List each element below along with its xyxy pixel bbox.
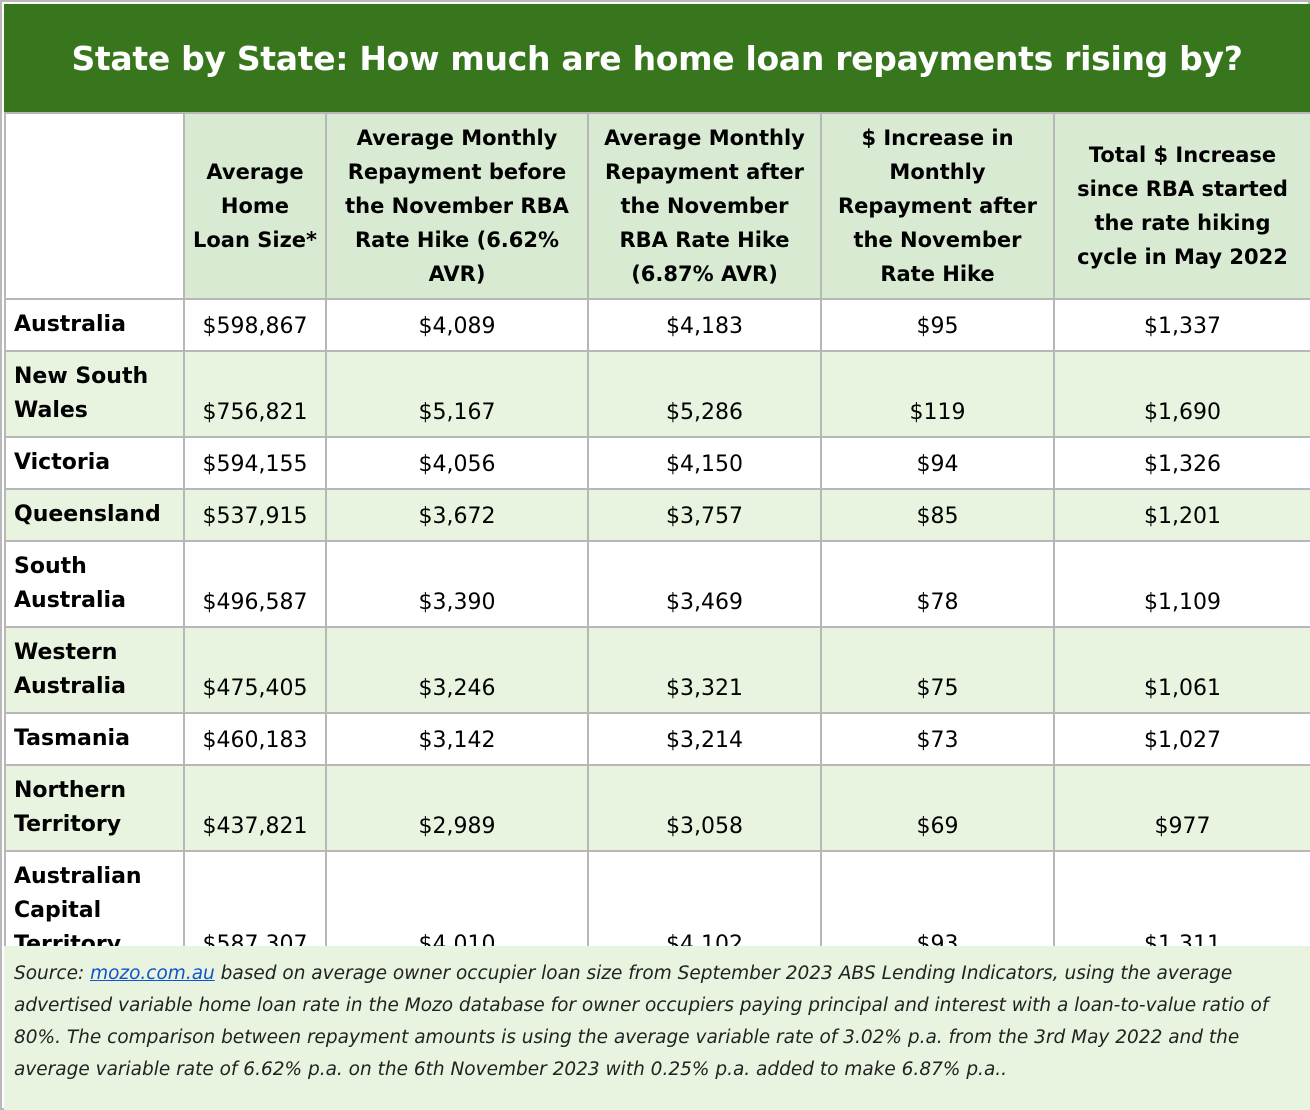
source-text: based on average owner occupier loan siz… — [14, 963, 1269, 1080]
loan-size-cell: $496,587 — [183, 540, 327, 628]
title-bar: State by State: How much are home loan r… — [4, 4, 1310, 112]
repayment-before-cell: $4,089 — [325, 298, 589, 352]
repayment-before-cell: $4,056 — [325, 436, 589, 490]
header-cell-monthly-increase: $ Increase in Monthly Repayment after th… — [820, 112, 1055, 300]
state-cell: New South Wales — [4, 350, 185, 438]
state-cell: Northern Territory — [4, 764, 185, 852]
table-row: Western Australia $475,405 $3,246 $3,321… — [4, 626, 1310, 714]
source-link[interactable]: mozo.com.au — [90, 963, 215, 984]
source-prefix: Source: — [14, 963, 91, 984]
total-increase-cell: $1,109 — [1053, 540, 1310, 628]
repayment-after-cell: $3,058 — [587, 764, 822, 852]
table-row: Victoria $594,155 $4,056 $4,150 $94 $1,3… — [4, 436, 1310, 490]
repayment-before-cell: $3,142 — [325, 712, 589, 766]
table-row: Tasmania $460,183 $3,142 $3,214 $73 $1,0… — [4, 712, 1310, 766]
repayment-after-cell: $5,286 — [587, 350, 822, 438]
header-cell-repayment-after: Average Monthly Repayment after the Nove… — [587, 112, 822, 300]
repayment-after-cell: $3,757 — [587, 488, 822, 542]
total-increase-cell: $1,201 — [1053, 488, 1310, 542]
loan-size-cell: $437,821 — [183, 764, 327, 852]
source-note: Source: mozo.com.au based on average own… — [4, 946, 1310, 1110]
monthly-increase-cell: $75 — [820, 626, 1055, 714]
monthly-increase-cell: $73 — [820, 712, 1055, 766]
table-row: New South Wales $756,821 $5,167 $5,286 $… — [4, 350, 1310, 438]
monthly-increase-cell: $95 — [820, 298, 1055, 352]
header-cell-repayment-before: Average Monthly Repayment before the Nov… — [325, 112, 589, 300]
repayment-after-cell: $3,214 — [587, 712, 822, 766]
total-increase-cell: $977 — [1053, 764, 1310, 852]
loan-size-cell: $598,867 — [183, 298, 327, 352]
repayment-before-cell: $3,246 — [325, 626, 589, 714]
repayment-before-cell: $2,989 — [325, 764, 589, 852]
total-increase-cell: $1,061 — [1053, 626, 1310, 714]
header-row: Average Home Loan Size* Average Monthly … — [4, 112, 1310, 300]
repayment-after-cell: $4,183 — [587, 298, 822, 352]
monthly-increase-cell: $119 — [820, 350, 1055, 438]
loan-size-cell: $537,915 — [183, 488, 327, 542]
repayment-before-cell: $3,390 — [325, 540, 589, 628]
repayment-after-cell: $3,469 — [587, 540, 822, 628]
table-row: Northern Territory $437,821 $2,989 $3,05… — [4, 764, 1310, 852]
monthly-increase-cell: $94 — [820, 436, 1055, 490]
monthly-increase-cell: $85 — [820, 488, 1055, 542]
repayment-before-cell: $3,672 — [325, 488, 589, 542]
state-cell: Victoria — [4, 436, 185, 490]
monthly-increase-cell: $69 — [820, 764, 1055, 852]
total-increase-cell: $1,326 — [1053, 436, 1310, 490]
header-cell-loan-size: Average Home Loan Size* — [183, 112, 327, 300]
state-cell: South Australia — [4, 540, 185, 628]
table-row: South Australia $496,587 $3,390 $3,469 $… — [4, 540, 1310, 628]
repayment-before-cell: $5,167 — [325, 350, 589, 438]
state-cell: Tasmania — [4, 712, 185, 766]
state-cell: Western Australia — [4, 626, 185, 714]
loan-size-cell: $475,405 — [183, 626, 327, 714]
repayments-table: Average Home Loan Size* Average Monthly … — [4, 112, 1310, 970]
table-row: Queensland $537,915 $3,672 $3,757 $85 $1… — [4, 488, 1310, 542]
total-increase-cell: $1,337 — [1053, 298, 1310, 352]
loan-size-cell: $756,821 — [183, 350, 327, 438]
repayment-after-cell: $3,321 — [587, 626, 822, 714]
loan-size-cell: $594,155 — [183, 436, 327, 490]
table-row: Australia $598,867 $4,089 $4,183 $95 $1,… — [4, 298, 1310, 352]
monthly-increase-cell: $78 — [820, 540, 1055, 628]
header-cell-total-increase: Total $ Increase since RBA started the r… — [1053, 112, 1310, 300]
page-title: State by State: How much are home loan r… — [71, 38, 1243, 78]
total-increase-cell: $1,690 — [1053, 350, 1310, 438]
total-increase-cell: $1,027 — [1053, 712, 1310, 766]
header-cell-blank — [4, 112, 185, 300]
state-cell: Australia — [4, 298, 185, 352]
state-cell: Queensland — [4, 488, 185, 542]
repayment-after-cell: $4,150 — [587, 436, 822, 490]
loan-size-cell: $460,183 — [183, 712, 327, 766]
